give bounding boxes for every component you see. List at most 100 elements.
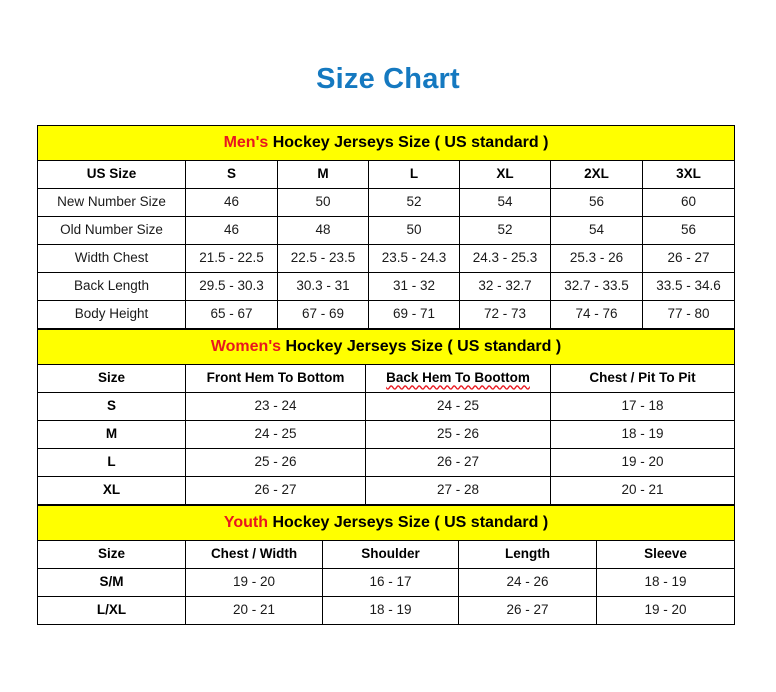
womens-banner-rest: Hockey Jerseys Size ( US standard ) <box>281 337 562 355</box>
table-cell: 69 - 71 <box>368 300 460 329</box>
womens-col-chest-pit-to-pit: Chest / Pit To Pit <box>550 364 735 393</box>
table-cell: 74 - 76 <box>550 300 643 329</box>
table-cell: 46 <box>185 188 278 217</box>
mens-row-label-back-length: Back Length <box>37 272 186 301</box>
table-row: Body Height 65 - 67 67 - 69 69 - 71 72 -… <box>37 300 735 329</box>
womens-column-header-row: Size Front Hem To Bottom Back Hem To Boo… <box>37 364 735 393</box>
womens-col-size: Size <box>37 364 186 393</box>
table-cell: 18 - 19 <box>595 568 736 597</box>
table-cell: 16 - 17 <box>322 568 459 597</box>
womens-row-label-s: S <box>37 392 186 421</box>
mens-banner-row: Men's Hockey Jerseys Size ( US standard … <box>37 125 735 161</box>
table-cell: 23 - 24 <box>185 392 366 421</box>
womens-row-label-l: L <box>37 448 186 477</box>
womens-row-label-xl: XL <box>37 476 186 505</box>
youth-banner-rest: Hockey Jerseys Size ( US standard ) <box>268 513 549 531</box>
table-cell: 54 <box>459 188 551 217</box>
table-cell: 25 - 26 <box>185 448 366 477</box>
mens-col-s: S <box>185 160 278 189</box>
table-row: M 24 - 25 25 - 26 18 - 19 <box>37 420 735 449</box>
table-cell: 25.3 - 26 <box>550 244 643 273</box>
table-cell: 26 - 27 <box>185 476 366 505</box>
table-cell: 18 - 19 <box>322 596 459 625</box>
table-row: Width Chest 21.5 - 22.5 22.5 - 23.5 23.5… <box>37 244 735 273</box>
table-row: L 25 - 26 26 - 27 19 - 20 <box>37 448 735 477</box>
mens-column-header-row: US Size S M L XL 2XL 3XL <box>37 160 735 189</box>
youth-col-length: Length <box>458 540 597 569</box>
womens-col-front-hem-to-bottom: Front Hem To Bottom <box>185 364 366 393</box>
mens-col-m: M <box>277 160 369 189</box>
mens-row-label-new-number-size: New Number Size <box>37 188 186 217</box>
table-cell: 54 <box>550 216 643 245</box>
youth-banner-group: Youth <box>223 513 269 531</box>
table-row: S 23 - 24 24 - 25 17 - 18 <box>37 392 735 421</box>
table-cell: 52 <box>459 216 551 245</box>
table-cell: 20 - 21 <box>185 596 323 625</box>
table-cell: 60 <box>642 188 735 217</box>
table-row: XL 26 - 27 27 - 28 20 - 21 <box>37 476 735 505</box>
table-cell: 24 - 25 <box>365 392 551 421</box>
size-tables-container: Men's Hockey Jerseys Size ( US standard … <box>36 125 736 625</box>
table-cell: 31 - 32 <box>368 272 460 301</box>
table-row: S/M 19 - 20 16 - 17 24 - 26 18 - 19 <box>37 568 736 597</box>
table-cell: 20 - 21 <box>550 476 735 505</box>
table-cell: 27 - 28 <box>365 476 551 505</box>
mens-col-l: L <box>368 160 460 189</box>
table-cell: 19 - 20 <box>595 596 736 625</box>
table-cell: 26 - 27 <box>458 596 597 625</box>
mens-banner-rest: Hockey Jerseys Size ( US standard ) <box>268 133 549 151</box>
table-row: Back Length 29.5 - 30.3 30.3 - 31 31 - 3… <box>37 272 735 301</box>
mens-section-banner: Men's Hockey Jerseys Size ( US standard … <box>37 125 735 161</box>
mens-col-xl: XL <box>459 160 551 189</box>
table-cell: 17 - 18 <box>550 392 735 421</box>
table-cell: 24 - 25 <box>185 420 366 449</box>
womens-section-banner: Women's Hockey Jerseys Size ( US standar… <box>37 329 735 365</box>
table-cell: 24.3 - 25.3 <box>459 244 551 273</box>
table-cell: 72 - 73 <box>459 300 551 329</box>
youth-row-label-lxl: L/XL <box>37 596 186 625</box>
table-cell: 33.5 - 34.6 <box>642 272 735 301</box>
table-cell: 29.5 - 30.3 <box>185 272 278 301</box>
table-cell: 19 - 20 <box>550 448 735 477</box>
mens-col-3xl: 3XL <box>642 160 735 189</box>
mens-row-label-width-chest: Width Chest <box>37 244 186 273</box>
table-row: Old Number Size 46 48 50 52 54 56 <box>37 216 735 245</box>
table-cell: 56 <box>550 188 643 217</box>
table-cell: 24 - 26 <box>458 568 597 597</box>
mens-col-2xl: 2XL <box>550 160 643 189</box>
table-cell: 19 - 20 <box>185 568 323 597</box>
table-cell: 48 <box>277 216 369 245</box>
table-cell: 23.5 - 24.3 <box>368 244 460 273</box>
youth-col-chest-width: Chest / Width <box>185 540 323 569</box>
table-cell: 32.7 - 33.5 <box>550 272 643 301</box>
table-cell: 46 <box>185 216 278 245</box>
table-cell: 50 <box>368 216 460 245</box>
youth-size-table: Youth Hockey Jerseys Size ( US standard … <box>36 505 736 625</box>
womens-row-label-m: M <box>37 420 186 449</box>
table-cell: 26 - 27 <box>365 448 551 477</box>
table-cell: 77 - 80 <box>642 300 735 329</box>
youth-col-size: Size <box>37 540 186 569</box>
table-cell: 32 - 32.7 <box>459 272 551 301</box>
womens-banner-row: Women's Hockey Jerseys Size ( US standar… <box>37 329 735 365</box>
mens-size-table: Men's Hockey Jerseys Size ( US standard … <box>37 125 735 329</box>
mens-banner-group: Men's <box>223 133 269 151</box>
table-cell: 25 - 26 <box>365 420 551 449</box>
womens-size-table: Women's Hockey Jerseys Size ( US standar… <box>37 329 735 505</box>
table-row: L/XL 20 - 21 18 - 19 26 - 27 19 - 20 <box>37 596 736 625</box>
youth-column-header-row: Size Chest / Width Shoulder Length Sleev… <box>37 540 736 569</box>
table-cell: 21.5 - 22.5 <box>185 244 278 273</box>
mens-row-label-body-height: Body Height <box>37 300 186 329</box>
table-cell: 18 - 19 <box>550 420 735 449</box>
table-cell: 67 - 69 <box>277 300 369 329</box>
table-cell: 30.3 - 31 <box>277 272 369 301</box>
youth-section-banner: Youth Hockey Jerseys Size ( US standard … <box>36 505 736 541</box>
youth-banner-row: Youth Hockey Jerseys Size ( US standard … <box>36 505 736 541</box>
mens-row-label-old-number-size: Old Number Size <box>37 216 186 245</box>
table-cell: 52 <box>368 188 460 217</box>
youth-col-shoulder: Shoulder <box>322 540 459 569</box>
womens-col-back-hem-to-bottom-text: Back Hem To Boottom <box>386 370 530 386</box>
table-cell: 65 - 67 <box>185 300 278 329</box>
table-row: New Number Size 46 50 52 54 56 60 <box>37 188 735 217</box>
